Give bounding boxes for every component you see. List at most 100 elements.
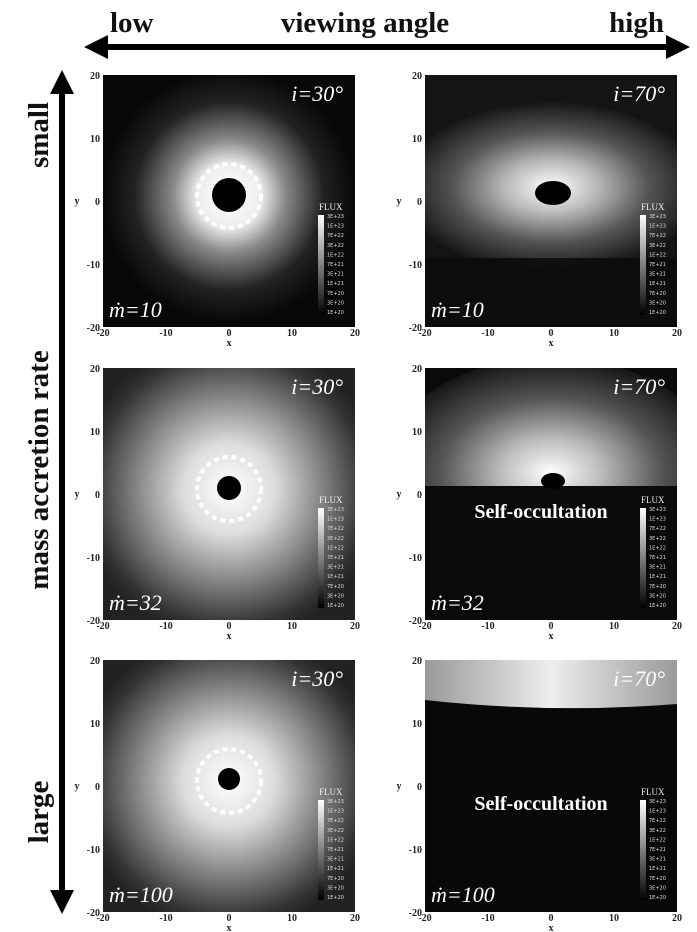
y-axis-label: y (397, 196, 402, 207)
x-tick-label: 10 (609, 913, 619, 924)
y-tick-label: 20 (90, 71, 100, 82)
colorbar (318, 800, 324, 900)
colorbar-label: 1E+21 (649, 281, 666, 287)
colorbar-label: 7E+20 (327, 584, 344, 590)
panel: FLUX 3E+23 1E+23 7E+22 3E+22 1E+22 7E+21 3E+21 1… (103, 75, 355, 327)
y-axis-label: y (397, 781, 402, 792)
accretion: ṁ=10 (109, 297, 162, 322)
accretion: ṁ=100 (431, 882, 495, 907)
colorbar-label: 3E+22 (649, 828, 666, 834)
accretion: ṁ=32 (109, 590, 162, 615)
y-tick-label: -10 (409, 260, 422, 271)
x-tick-label: 10 (287, 328, 297, 339)
y-tick-label: 20 (412, 364, 422, 375)
x-tick-label: -10 (159, 328, 172, 339)
colorbar-label: 3E+21 (649, 857, 666, 863)
x-tick-label: -20 (418, 621, 431, 632)
y-tick-label: 0 (417, 490, 422, 501)
y-tick-label: -20 (87, 616, 100, 627)
x-tick-label: 0 (549, 621, 554, 632)
hole (218, 768, 240, 790)
x-tick-label: 20 (672, 621, 682, 632)
inclination: i=70° (613, 374, 665, 399)
colorbar-label: 3E+22 (327, 243, 344, 249)
y-tick-label: 20 (412, 656, 422, 667)
colorbar-label: 1E+21 (327, 866, 344, 872)
x-tick-label: -10 (481, 621, 494, 632)
y-tick-label: -20 (87, 323, 100, 334)
panel-image (425, 660, 677, 912)
colorbar-label: 7E+21 (649, 555, 666, 561)
colorbar-label: 3E+23 (327, 214, 344, 220)
panel-image (425, 368, 677, 620)
y-tick-label: -10 (87, 845, 100, 856)
colorbar-label: 1E+20 (649, 310, 666, 316)
colorbar-label: 7E+20 (327, 876, 344, 882)
x-axis-label: x (227, 338, 232, 349)
colorbar-label: 1E+20 (327, 310, 344, 316)
x-tick-label: 20 (672, 328, 682, 339)
inclination: i=70° (613, 81, 665, 106)
colorbar-label: 7E+21 (327, 555, 344, 561)
x-tick-label: -20 (96, 328, 109, 339)
colorbar-label: 1E+21 (649, 866, 666, 872)
panel-image (103, 75, 355, 327)
colorbar-title: FLUX (641, 787, 665, 797)
colorbar-label: 3E+22 (327, 828, 344, 834)
x-axis-label: x (549, 923, 554, 932)
colorbar-label: 3E+21 (649, 565, 666, 571)
colorbar-label: 7E+21 (649, 262, 666, 268)
side-title: mass accretion rate (23, 350, 55, 590)
accretion: ṁ=100 (109, 882, 173, 907)
panel: FLUX 3E+23 1E+23 7E+22 3E+22 1E+22 7E+21 3E+21 1… (103, 660, 355, 912)
dashed-ring (195, 162, 263, 230)
x-tick-label: 10 (287, 913, 297, 924)
side-large: large (23, 780, 55, 843)
x-tick-label: 0 (227, 621, 232, 632)
colorbar (318, 215, 324, 315)
x-tick-label: -10 (481, 328, 494, 339)
x-tick-label: 0 (227, 913, 232, 924)
dashed-ring (195, 747, 263, 815)
colorbar-label: 1E+22 (649, 837, 666, 843)
colorbar-label: 1E+23 (649, 224, 666, 230)
colorbar-label: 3E+22 (327, 536, 344, 542)
panel-image (425, 75, 677, 327)
y-tick-label: 10 (412, 427, 422, 438)
x-tick-label: 0 (549, 328, 554, 339)
x-tick-label: 10 (609, 621, 619, 632)
colorbar-label: 3E+20 (327, 300, 344, 306)
y-tick-label: 0 (95, 197, 100, 208)
colorbar-label: 7E+21 (327, 262, 344, 268)
colorbar-label: 3E+20 (327, 593, 344, 599)
colorbar-label: 7E+22 (649, 233, 666, 239)
colorbar-label: 1E+22 (327, 252, 344, 258)
colorbar-label: 3E+21 (327, 565, 344, 571)
colorbar-label: 3E+21 (327, 272, 344, 278)
hole (535, 181, 571, 205)
colorbar-label: 3E+22 (649, 243, 666, 249)
x-axis-label: x (549, 631, 554, 642)
y-tick-label: 0 (417, 197, 422, 208)
colorbar-label: 1E+20 (649, 603, 666, 609)
y-tick-label: 20 (90, 364, 100, 375)
x-axis-label: x (227, 631, 232, 642)
x-tick-label: 0 (549, 913, 554, 924)
inclination: i=30° (291, 81, 343, 106)
y-tick-label: 10 (90, 427, 100, 438)
colorbar-label: 7E+22 (649, 526, 666, 532)
inclination: i=30° (291, 666, 343, 691)
x-tick-label: 20 (350, 621, 360, 632)
note: Self-occultation (474, 501, 607, 523)
colorbar-label: 7E+20 (649, 876, 666, 882)
x-tick-label: 0 (227, 328, 232, 339)
panel: FLUX 3E+23 1E+23 7E+22 3E+22 1E+22 7E+21 3E+21 1… (103, 368, 355, 620)
y-axis-label: y (75, 196, 80, 207)
colorbar-label: 3E+21 (327, 857, 344, 863)
x-tick-label: 20 (350, 913, 360, 924)
colorbar-label: 7E+20 (327, 291, 344, 297)
colorbar-label: 3E+22 (649, 536, 666, 542)
colorbar-label: 1E+21 (327, 574, 344, 580)
colorbar (640, 215, 646, 315)
